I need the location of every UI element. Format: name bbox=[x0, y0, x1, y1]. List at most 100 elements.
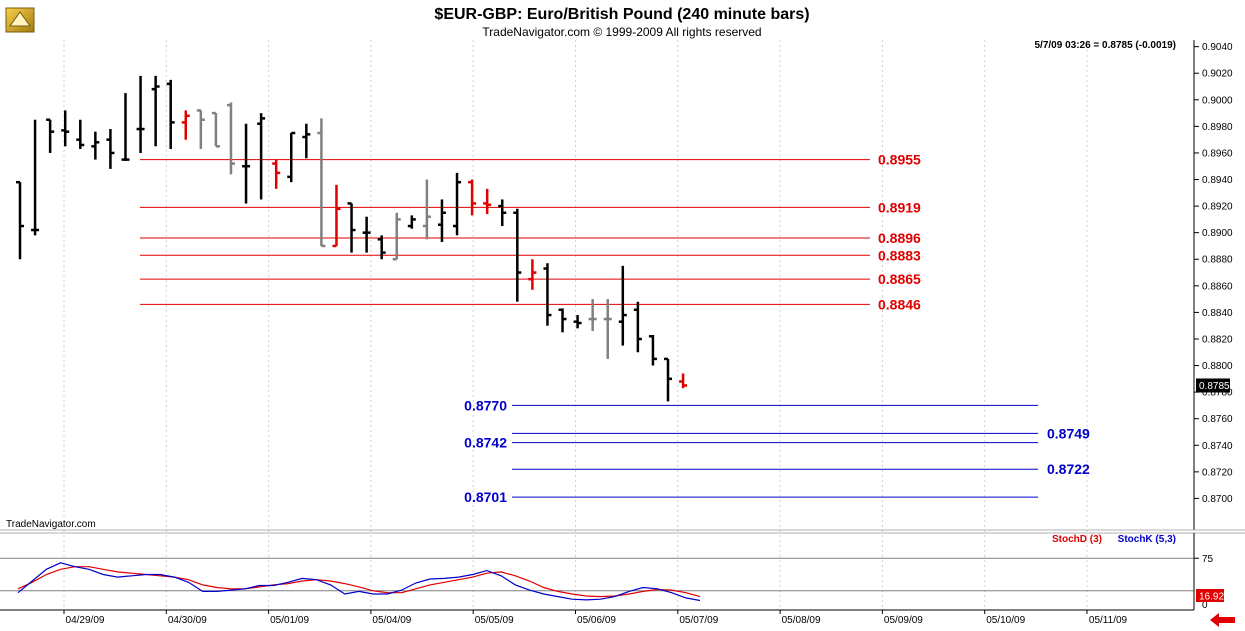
date-tick-label: 05/05/09 bbox=[475, 615, 514, 626]
ohlc-bar bbox=[61, 110, 70, 147]
ohlc-bar bbox=[91, 131, 100, 160]
grid bbox=[63, 40, 1088, 610]
ohlc-bar bbox=[392, 212, 401, 261]
stoch-tick-label: 75 bbox=[1202, 554, 1214, 565]
price-tick-label: 0.8700 bbox=[1202, 494, 1233, 505]
ohlc-bar bbox=[483, 188, 492, 215]
level-label: 0.8742 bbox=[464, 435, 507, 451]
ohlc-bar bbox=[377, 235, 386, 260]
level-label: 0.8919 bbox=[878, 199, 921, 215]
last-price-box bbox=[1196, 378, 1230, 393]
level-label: 0.8701 bbox=[464, 489, 507, 505]
ohlc-bar bbox=[679, 373, 688, 389]
date-tick-label: 05/04/09 bbox=[372, 615, 411, 626]
ohlc-bar bbox=[106, 129, 115, 169]
ohlc-bar bbox=[317, 118, 326, 248]
watermark: TradeNavigator.com bbox=[6, 519, 96, 530]
ohlc-bar bbox=[121, 93, 130, 161]
ohlc-bar bbox=[136, 75, 145, 153]
level-label: 0.8749 bbox=[1047, 425, 1090, 441]
ohlc-bar bbox=[16, 180, 24, 260]
ohlc-bar bbox=[498, 199, 507, 227]
scroll-left-arrow-icon[interactable] bbox=[1208, 613, 1236, 627]
price-tick-label: 0.8820 bbox=[1202, 334, 1233, 345]
ohlc-bar bbox=[543, 263, 552, 326]
ohlc-bar bbox=[181, 110, 190, 140]
chart-title: $EUR-GBP: Euro/British Pound (240 minute… bbox=[434, 6, 809, 23]
level-label: 0.8722 bbox=[1047, 461, 1090, 477]
date-tick-label: 05/08/09 bbox=[782, 615, 821, 626]
stoch-legend-d: StochD (3) bbox=[1052, 534, 1102, 545]
stoch-legend-k: StochK (5,3) bbox=[1118, 534, 1176, 545]
ohlc-bar bbox=[46, 118, 55, 153]
price-bars bbox=[16, 75, 688, 402]
ohlc-bar bbox=[226, 102, 235, 175]
ohlc-bar bbox=[347, 202, 356, 253]
date-tick-label: 04/30/09 bbox=[168, 615, 207, 626]
ohlc-bar bbox=[31, 119, 40, 236]
price-tick-label: 0.8760 bbox=[1202, 414, 1233, 425]
quote-readout: 5/7/09 03:26 = 0.8785 (-0.0019) bbox=[1035, 40, 1177, 51]
ohlc-bar bbox=[468, 179, 477, 216]
ohlc-bar bbox=[453, 172, 462, 236]
ohlc-bar bbox=[272, 159, 281, 189]
price-tick-label: 0.8880 bbox=[1202, 255, 1233, 266]
stoch-series-line bbox=[17, 566, 701, 598]
ohlc-bar bbox=[422, 179, 431, 240]
price-tick-label: 0.8800 bbox=[1202, 361, 1233, 372]
price-tick-label: 0.8860 bbox=[1202, 281, 1233, 292]
price-tick-label: 0.8740 bbox=[1202, 441, 1233, 452]
date-axis: 04/29/09 04/30/09 05/01/09 05/04/09 05/05/09… bbox=[0, 609, 1194, 626]
level-label: 0.8846 bbox=[878, 296, 921, 312]
ohlc-bar bbox=[588, 299, 597, 331]
ohlc-bar bbox=[332, 184, 341, 248]
stoch-last-box bbox=[1196, 589, 1224, 603]
price-tick-label: 0.8780 bbox=[1202, 388, 1233, 399]
ohlc-bar bbox=[76, 119, 85, 149]
price-tick-label: 0.8720 bbox=[1202, 467, 1233, 478]
ohlc-bar bbox=[633, 301, 642, 353]
level-label: 0.8883 bbox=[878, 247, 921, 263]
date-tick-label: 04/29/09 bbox=[66, 615, 105, 626]
level-label: 0.8955 bbox=[878, 152, 921, 168]
price-tick-label: 0.8920 bbox=[1202, 202, 1233, 213]
level-label: 0.8770 bbox=[464, 397, 507, 413]
price-tick-label: 0.9000 bbox=[1202, 95, 1233, 106]
ohlc-bar bbox=[618, 265, 627, 346]
ohlc-bar bbox=[196, 109, 205, 149]
ohlc-bar bbox=[151, 75, 160, 147]
price-tick-label: 0.8940 bbox=[1202, 175, 1233, 186]
ohlc-bar bbox=[603, 299, 612, 359]
date-tick-label: 05/07/09 bbox=[679, 615, 718, 626]
stochastic-panel: 75 0 StochD (3) StochK (5,3) 16.92 bbox=[0, 533, 1224, 611]
price-tick-label: 0.8900 bbox=[1202, 228, 1233, 239]
ohlc-bar bbox=[287, 131, 296, 183]
price-tick-label: 0.8980 bbox=[1202, 122, 1233, 133]
stoch-last-label: 16.92 bbox=[1199, 592, 1224, 603]
copyright-notice: TradeNavigator.com © 1999-2009 All right… bbox=[482, 25, 761, 39]
price-tick-label: 0.8840 bbox=[1202, 308, 1233, 319]
ohlc-bar bbox=[257, 113, 266, 200]
date-tick-label: 05/11/09 bbox=[1089, 615, 1128, 626]
ohlc-bar bbox=[648, 334, 657, 366]
stoch-series-line bbox=[17, 562, 701, 602]
price-tick-label: 0.9020 bbox=[1202, 69, 1233, 80]
price-axis: 0.9040 0.9020 0.9000 0.8980 0.8960 0.8940 0.89… bbox=[1194, 42, 1233, 505]
price-tick-label: 0.8960 bbox=[1202, 148, 1233, 159]
price-tick-label: 0.9040 bbox=[1202, 42, 1233, 53]
ohlc-bar bbox=[362, 216, 371, 253]
ohlc-bar bbox=[528, 259, 537, 290]
app-logo bbox=[5, 7, 35, 33]
level-label: 0.8865 bbox=[878, 271, 921, 287]
ohlc-bar bbox=[664, 357, 673, 402]
date-tick-label: 05/10/09 bbox=[986, 615, 1025, 626]
ohlc-bar bbox=[166, 79, 175, 149]
date-tick-label: 05/01/09 bbox=[270, 615, 309, 626]
last-price-label: 0.8785 bbox=[1199, 381, 1230, 392]
ohlc-bar bbox=[242, 123, 251, 204]
level-label: 0.8896 bbox=[878, 230, 921, 246]
ohlc-bar bbox=[211, 111, 220, 148]
ohlc-bar bbox=[407, 215, 416, 229]
